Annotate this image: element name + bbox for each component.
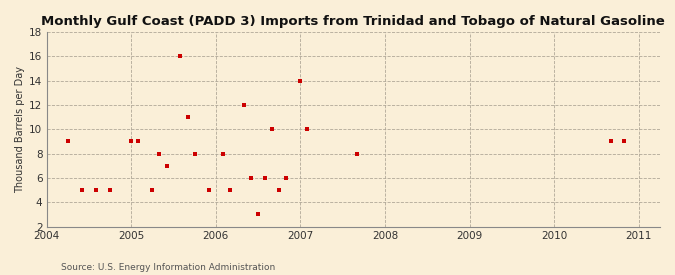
Point (267, 127, 278, 131)
Point (90, 188, 101, 192)
Point (217, 152, 228, 156)
Point (238, 103, 249, 107)
Point (161, 164, 172, 168)
Point (126, 139, 136, 144)
Point (352, 152, 362, 156)
Point (132, 139, 143, 144)
Point (259, 176, 270, 180)
Text: Source: U.S. Energy Information Administration: Source: U.S. Energy Information Administ… (61, 263, 275, 272)
Point (77, 188, 88, 192)
Y-axis label: Thousand Barrels per Day: Thousand Barrels per Day (15, 66, 25, 193)
Point (274, 188, 285, 192)
Point (189, 152, 200, 156)
Point (62, 139, 73, 144)
Point (225, 188, 236, 192)
Point (295, 78, 306, 83)
Point (154, 152, 165, 156)
Point (147, 188, 158, 192)
Point (105, 188, 115, 192)
Title: Monthly Gulf Coast (PADD 3) Imports from Trinidad and Tobago of Natural Gasoline: Monthly Gulf Coast (PADD 3) Imports from… (41, 15, 665, 28)
Point (175, 54, 186, 59)
Point (204, 188, 215, 192)
Point (302, 127, 313, 131)
Point (605, 139, 616, 144)
Point (281, 176, 292, 180)
Point (182, 115, 193, 119)
Point (246, 176, 256, 180)
Point (619, 139, 630, 144)
Point (252, 212, 263, 217)
